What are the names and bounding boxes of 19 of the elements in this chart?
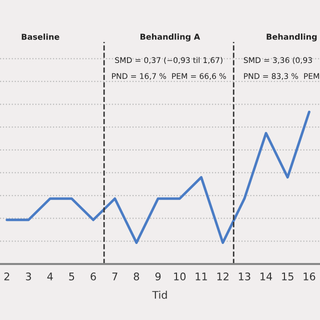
x-tick-label: 8 xyxy=(134,272,140,280)
x-tick-label: 5 xyxy=(69,272,74,280)
x-tick-label: 2 xyxy=(4,272,10,280)
text: Behandling A xyxy=(140,34,200,42)
x-tick-label: 12 xyxy=(217,272,228,280)
x-tick-label: 15 xyxy=(282,272,294,280)
x-tick-label: 11 xyxy=(196,272,207,280)
text: Behandling xyxy=(266,34,317,42)
x-tick-label: 6 xyxy=(90,272,96,280)
x-axis-title: Tid xyxy=(152,290,167,299)
x-tick-label: 16 xyxy=(304,272,316,280)
x-tick-label: 9 xyxy=(155,272,161,280)
x-tick-label: 7 xyxy=(112,272,118,280)
x-tick-label: 10 xyxy=(174,272,186,280)
text: Baseline xyxy=(22,34,60,40)
x-tick-label: 3 xyxy=(26,272,31,280)
x-tick-label: 14 xyxy=(260,272,272,280)
x-tick-label: 4 xyxy=(47,272,53,280)
x-tick-label: 13 xyxy=(238,272,250,280)
